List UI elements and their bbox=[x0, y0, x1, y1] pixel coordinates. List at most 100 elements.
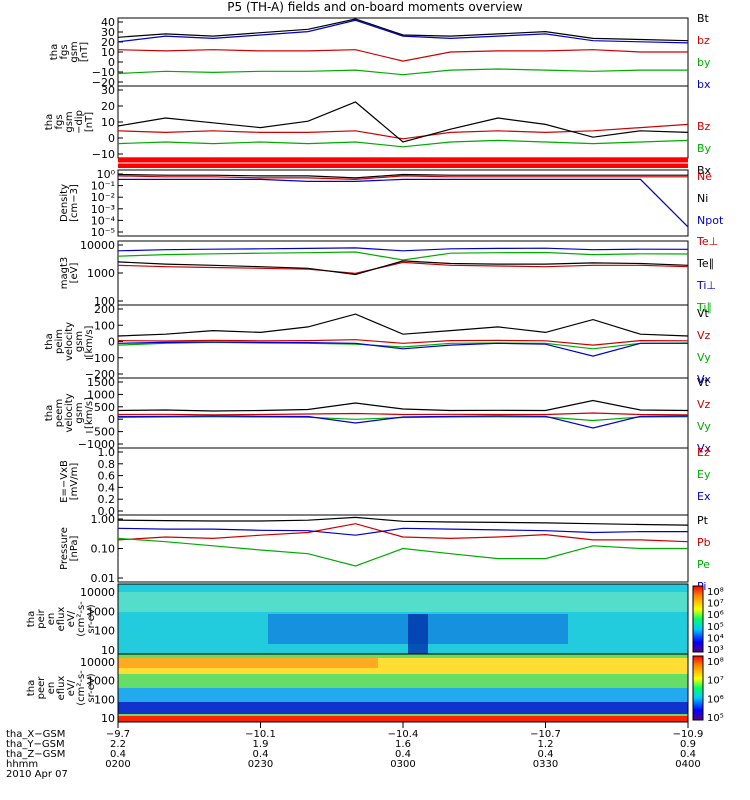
y-axis-label: sr-eV) bbox=[86, 604, 97, 633]
y-axis-label: velocity bbox=[64, 393, 75, 432]
y-tick-label: −100 bbox=[85, 352, 115, 365]
series-temperature-Te∥ bbox=[117, 260, 689, 276]
y-tick-label: 0 bbox=[108, 132, 115, 145]
y-tick-label: 1000 bbox=[87, 675, 115, 688]
y-tick-label: 10⁻⁴ bbox=[91, 214, 116, 227]
y-axis-label: tha bbox=[26, 611, 37, 627]
series-peem-Vt bbox=[117, 399, 689, 412]
spectrogram-band bbox=[118, 592, 688, 612]
orbit-value: −10.1 bbox=[245, 729, 276, 740]
legend-label: Vz bbox=[697, 329, 711, 342]
colorbar-label: 10⁴ bbox=[707, 633, 724, 644]
legend-label: Vy bbox=[697, 351, 711, 364]
y-tick-label: 10⁻³ bbox=[91, 203, 115, 216]
legend-label: Pt bbox=[697, 514, 709, 527]
y-axis-label: gsm bbox=[64, 111, 75, 132]
y-tick-label: 0.6 bbox=[98, 470, 116, 483]
legend-label: Bx bbox=[697, 164, 712, 177]
y-tick-label: 10⁻⁵ bbox=[91, 226, 115, 239]
y-axis-label: en bbox=[46, 613, 57, 626]
y-axis-label: eV/ bbox=[66, 679, 77, 696]
y-tick-label: −200 bbox=[85, 368, 115, 381]
orbit-value: 0.4 bbox=[538, 749, 554, 760]
legend-label: Pb bbox=[697, 536, 711, 549]
y-axis-label: (cm²-s- bbox=[76, 601, 87, 637]
legend-label: Te∥ bbox=[696, 257, 714, 270]
y-tick-label: 200 bbox=[94, 303, 115, 316]
y-tick-label: 10 bbox=[101, 116, 115, 129]
series-temperature-Ti∥ bbox=[117, 251, 689, 261]
y-tick-label: 1000 bbox=[87, 388, 115, 401]
y-axis-label: eV/ bbox=[66, 610, 77, 627]
y-axis-label: tha bbox=[26, 680, 37, 696]
colorbar-label: 10⁵ bbox=[707, 713, 724, 724]
series-temperature-Ti⊥ bbox=[117, 247, 689, 252]
orbit-row-label: tha_Y−GSM bbox=[6, 739, 65, 750]
legend-label: Npot bbox=[697, 214, 724, 227]
series-density-Ne bbox=[117, 175, 688, 181]
spectrogram-band bbox=[118, 702, 688, 714]
y-tick-label: −10 bbox=[92, 66, 115, 79]
orbit-value: −10.7 bbox=[530, 729, 561, 740]
spectrogram-band bbox=[118, 716, 688, 722]
y-tick-label: −500 bbox=[85, 426, 115, 439]
panel-fgs_dip: 30 20 10 0 −10 bbox=[92, 84, 689, 161]
legend-label: Pe bbox=[697, 558, 710, 571]
y-tick-label: 10000 bbox=[80, 656, 115, 669]
legend-label: Ex bbox=[697, 490, 711, 503]
y-axis-label-density: Density [cm−3] bbox=[59, 184, 80, 222]
y-tick-label: 0 bbox=[108, 336, 115, 349]
legend-label: bx bbox=[697, 78, 711, 91]
chart-title: P5 (TH-A) fields and on-board moments ov… bbox=[227, 0, 523, 14]
orbit-value: 2.2 bbox=[110, 739, 126, 750]
legend-label: Vy bbox=[697, 420, 711, 433]
y-axis-label-fgs: tha fgs gsm [nT] bbox=[49, 41, 90, 62]
y-axis-label-peim: tha peim velocity gsm [km/s] bbox=[44, 322, 95, 361]
y-tick-label: 1500 bbox=[87, 376, 115, 389]
orbit-value: 0330 bbox=[533, 759, 558, 770]
y-axis-label: peer bbox=[36, 676, 47, 700]
y-axis-label: eflux bbox=[56, 607, 67, 632]
orbit-row-label: hhmm bbox=[6, 759, 38, 770]
orbit-value: 0.9 bbox=[680, 739, 696, 750]
y-axis-label-fgs_dip: tha fgs gsm −dip [nT] bbox=[44, 110, 95, 134]
y-tick-label: 10 bbox=[101, 644, 115, 657]
y-tick-label: 500 bbox=[94, 401, 115, 414]
colorbar bbox=[692, 655, 704, 721]
panel-frame bbox=[117, 17, 689, 87]
y-axis-label: tha bbox=[49, 44, 60, 60]
colorbar-label: 10⁵ bbox=[707, 622, 724, 633]
series-peem-Vz bbox=[117, 412, 689, 416]
y-tick-label: 0.8 bbox=[98, 458, 116, 471]
colorbar-label: 10⁷ bbox=[707, 599, 724, 610]
y-tick-label: 40 bbox=[101, 16, 115, 29]
orbit-value: 0200 bbox=[105, 759, 130, 770]
y-tick-label: 10⁻² bbox=[91, 191, 115, 204]
y-tick-label: 100 bbox=[94, 693, 115, 706]
orbit-value: −9.7 bbox=[106, 729, 130, 740]
y-tick-label: 10⁻¹ bbox=[91, 180, 115, 193]
legend-label: Ti⊥ bbox=[696, 279, 716, 292]
y-axis-label-peir: tha peir en eflux eV/(cm²-s-sr-eV) bbox=[26, 601, 97, 637]
colorbar-label: 10⁸ bbox=[707, 657, 724, 668]
y-tick-label: 0.01 bbox=[91, 572, 116, 585]
y-axis-label: [km/s] bbox=[84, 325, 95, 357]
y-axis-label: eflux bbox=[56, 676, 67, 701]
orbit-value: 0.4 bbox=[680, 749, 696, 760]
colorbar-label: 10⁶ bbox=[707, 694, 724, 705]
x-axis bbox=[117, 722, 689, 728]
series-fgs-bz bbox=[117, 49, 688, 62]
orbit-value: 0400 bbox=[675, 759, 700, 770]
series-peem-Vx bbox=[117, 415, 689, 429]
spectrogram-band bbox=[408, 614, 428, 654]
series-pressure-Pi bbox=[117, 527, 688, 536]
y-tick-label: 20 bbox=[101, 36, 115, 49]
y-axis-label: Density bbox=[59, 184, 70, 222]
y-tick-label: 10 bbox=[101, 712, 115, 725]
y-axis-label-efield: E=−VxB [mV/m] bbox=[59, 460, 80, 503]
orbit-row-label: 2010 Apr 07 bbox=[6, 769, 68, 780]
y-axis-label: Pressure bbox=[59, 527, 70, 570]
series-fgs_dip-By bbox=[117, 139, 689, 148]
